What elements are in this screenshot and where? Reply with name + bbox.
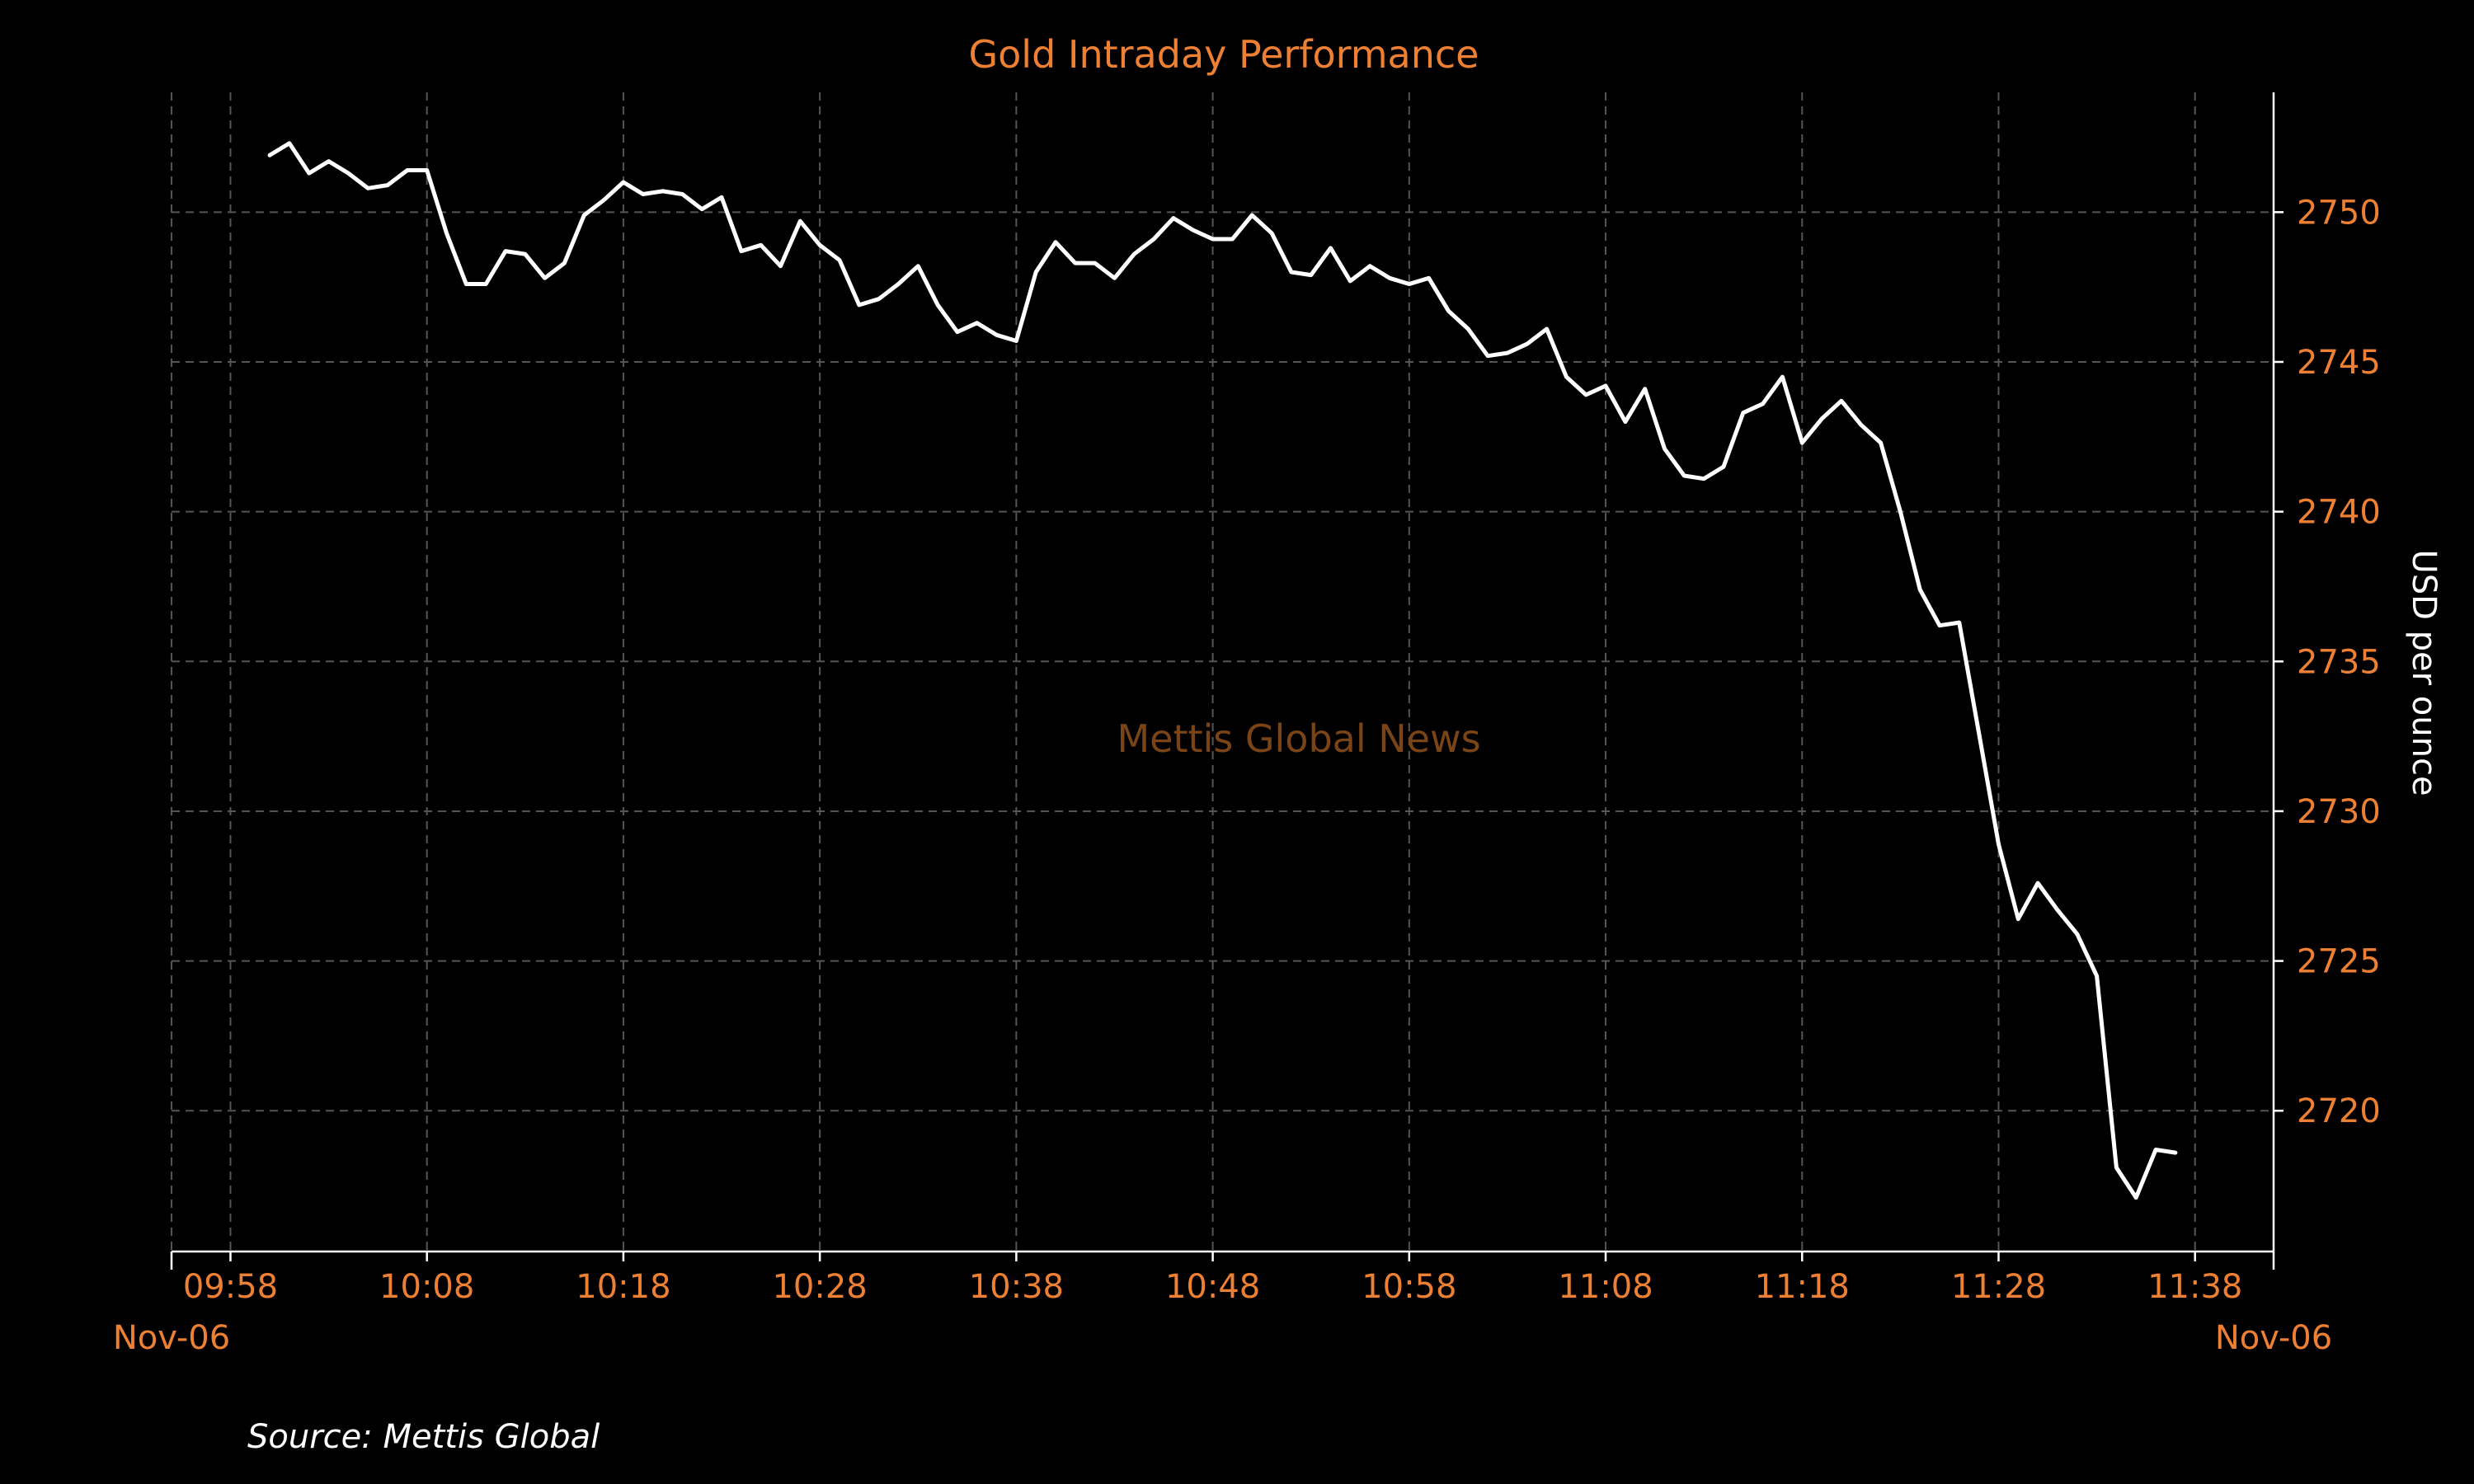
series-line [267,141,2178,1200]
y-tick-label: 2750 [2297,194,2381,232]
y-axis-label: USD per ounce [2405,549,2443,796]
series-layer [267,141,2178,1200]
y-tick-label: 2740 [2297,494,2381,532]
x-tick-label: 10:58 [1362,1268,1456,1306]
y-tick-label: 2730 [2297,793,2381,831]
y-tick-label: 2735 [2297,643,2381,681]
y-tick-label: 2725 [2297,943,2381,981]
axes [170,92,2284,1270]
y-tick-label: 2745 [2297,344,2381,382]
x-tick-label: 11:38 [2147,1268,2242,1306]
x-tick-label: 10:28 [772,1268,867,1306]
chart-title: Gold Intraday Performance [969,32,1479,77]
watermark-text: Mettis Global News [1117,716,1480,761]
x-tick-label: 10:08 [379,1268,474,1306]
source-text: Source: Mettis Global [247,1418,600,1456]
x-tick-label: 09:58 [183,1268,278,1306]
x-tick-label: 10:18 [576,1268,670,1306]
y-tick-labels: 2720 2725 2730 2735 2740 2745 2750 [2297,194,2381,1130]
x-date-end-label: Nov-06 [2215,1319,2332,1357]
grid [171,92,2274,1252]
x-tick-label: 11:18 [1755,1268,1850,1306]
x-tick-label: 11:08 [1558,1268,1653,1306]
x-date-start-label: Nov-06 [113,1319,230,1357]
x-tick-label: 11:28 [1951,1268,2046,1306]
y-tick-label: 2720 [2297,1092,2381,1130]
x-tick-label: 10:38 [969,1268,1064,1306]
x-tick-labels: 09:58 10:08 10:18 10:28 10:38 10:48 10:58 11:08… [183,1268,2243,1306]
x-tick-label: 10:48 [1165,1268,1260,1306]
